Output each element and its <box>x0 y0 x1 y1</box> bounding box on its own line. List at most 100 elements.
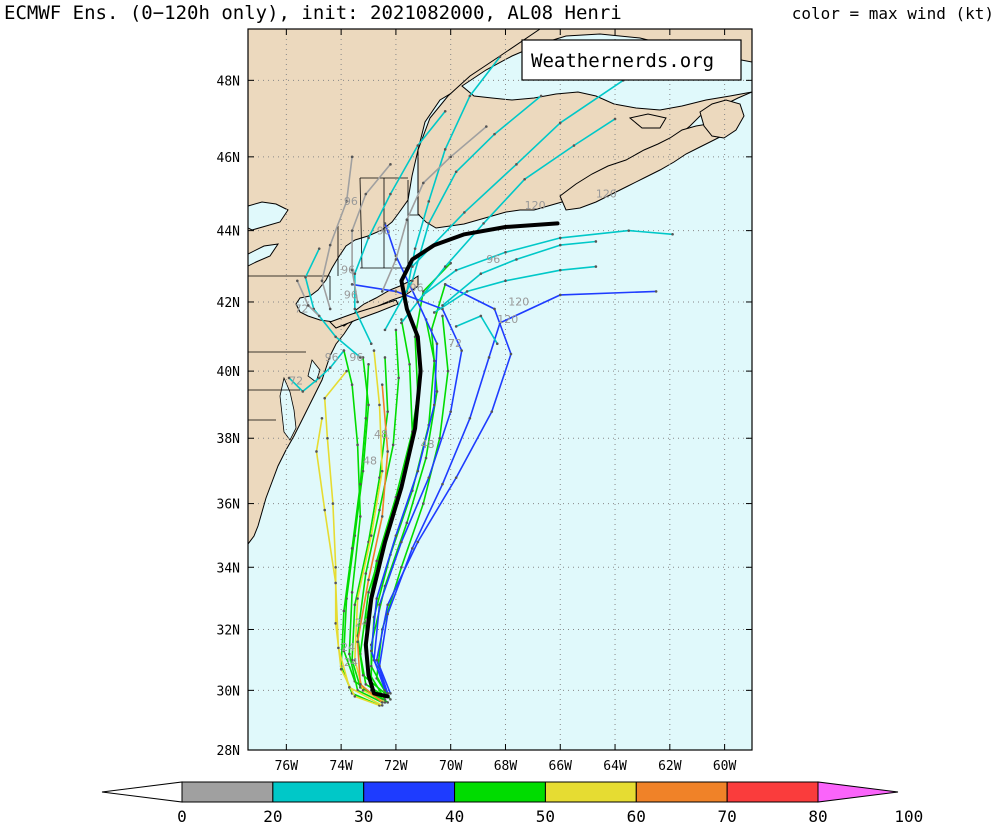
axis-ticks: 76W 74W 72W 70W 68W 66W 64W 62W 60W 28N 30N 32N 34N 3… <box>217 29 752 774</box>
track-point <box>369 649 373 653</box>
track-point <box>378 403 381 407</box>
track-point <box>296 279 299 283</box>
track-point <box>386 692 389 695</box>
track-point <box>353 658 357 662</box>
track-point <box>416 144 420 147</box>
track-hour-label: 72 <box>448 337 462 350</box>
track-point <box>493 307 496 311</box>
track-point <box>353 603 357 607</box>
track-point <box>493 132 496 136</box>
track-point <box>504 279 507 283</box>
track-point <box>356 443 359 447</box>
track-point <box>386 410 389 413</box>
track-point <box>594 265 598 268</box>
track-point <box>348 686 351 689</box>
lon-tick-label: 66W <box>549 759 573 774</box>
track-point <box>422 502 425 505</box>
track-hour-label: 96 <box>377 224 391 237</box>
track-point <box>345 200 348 203</box>
track-point <box>539 94 543 98</box>
colorbar-tick-label: 70 <box>718 807 737 826</box>
track-point <box>350 283 354 286</box>
track-point <box>454 268 458 272</box>
track-point <box>326 436 329 440</box>
track-point <box>394 258 398 261</box>
colorbar-tick-label: 100 <box>894 807 923 826</box>
track-point <box>411 547 414 550</box>
track-point <box>345 369 348 373</box>
land-pei <box>628 113 667 129</box>
track-point <box>454 170 458 174</box>
lat-tick-label: 28N <box>217 744 240 759</box>
track-point <box>386 450 389 453</box>
track-point <box>405 521 409 525</box>
track-point <box>361 673 365 677</box>
lon-tick-label: 62W <box>658 759 682 774</box>
land-us-east-coast <box>248 29 541 545</box>
member-track <box>370 223 438 691</box>
track-point <box>350 268 354 272</box>
track-point <box>383 328 387 332</box>
track-point <box>468 417 472 420</box>
track-point <box>334 581 337 585</box>
colorbar-tick-label: 0 <box>177 807 187 826</box>
track-point <box>454 476 458 479</box>
lat-tick-label: 42N <box>217 296 240 311</box>
track-point <box>394 328 398 332</box>
track-hour-label: 120 <box>525 199 546 212</box>
track-point <box>386 603 389 607</box>
plot-frame <box>247 28 753 751</box>
member-track <box>406 56 501 292</box>
lat-tick-label: 44N <box>217 225 240 240</box>
track-point <box>361 356 365 359</box>
track-hour-label: 48 <box>363 455 377 468</box>
track-point <box>364 683 368 686</box>
track-point <box>443 109 447 113</box>
track-point <box>386 612 389 616</box>
track-point <box>356 300 359 304</box>
track-point <box>463 211 466 214</box>
track-point <box>331 502 335 505</box>
track-point <box>350 229 354 232</box>
track-point <box>383 356 387 359</box>
track-point <box>408 362 411 366</box>
land-cape-breton <box>699 99 745 139</box>
track-point <box>416 540 420 544</box>
lake-erie <box>248 243 280 267</box>
track-hour-label: 24 <box>344 656 358 669</box>
track-point <box>383 701 387 704</box>
track-point <box>449 261 452 265</box>
track-point <box>323 508 326 512</box>
track-point <box>342 649 346 653</box>
track-point <box>558 121 562 125</box>
track-point <box>383 222 387 225</box>
track-point <box>342 349 346 352</box>
track-point <box>443 265 447 268</box>
track-point <box>378 508 381 512</box>
track-point <box>315 450 318 453</box>
lat-tick-label: 30N <box>217 684 240 699</box>
track-point <box>468 94 472 98</box>
track-hour-label: 24 <box>355 616 369 629</box>
track-point <box>416 469 420 473</box>
track-point <box>361 689 365 692</box>
track-point <box>411 265 414 268</box>
track-point <box>400 321 403 325</box>
member-track <box>343 357 380 701</box>
track-point <box>386 701 389 704</box>
colorbar-segment <box>272 781 365 803</box>
track-point <box>482 222 485 225</box>
track-point <box>394 534 398 537</box>
track-point <box>364 572 368 575</box>
track-point <box>367 591 370 594</box>
mean-track <box>363 221 560 699</box>
lat-tick-label: 34N <box>217 561 240 576</box>
track-point <box>353 307 357 311</box>
track-point <box>558 236 562 240</box>
track-point <box>449 155 452 159</box>
track-point <box>498 55 502 59</box>
track-point <box>317 314 321 318</box>
track-point <box>443 283 447 286</box>
chart-title: ECMWF Ens. (0−120h only), init: 20210820… <box>4 2 622 24</box>
track-hour-label: 120 <box>497 313 518 326</box>
